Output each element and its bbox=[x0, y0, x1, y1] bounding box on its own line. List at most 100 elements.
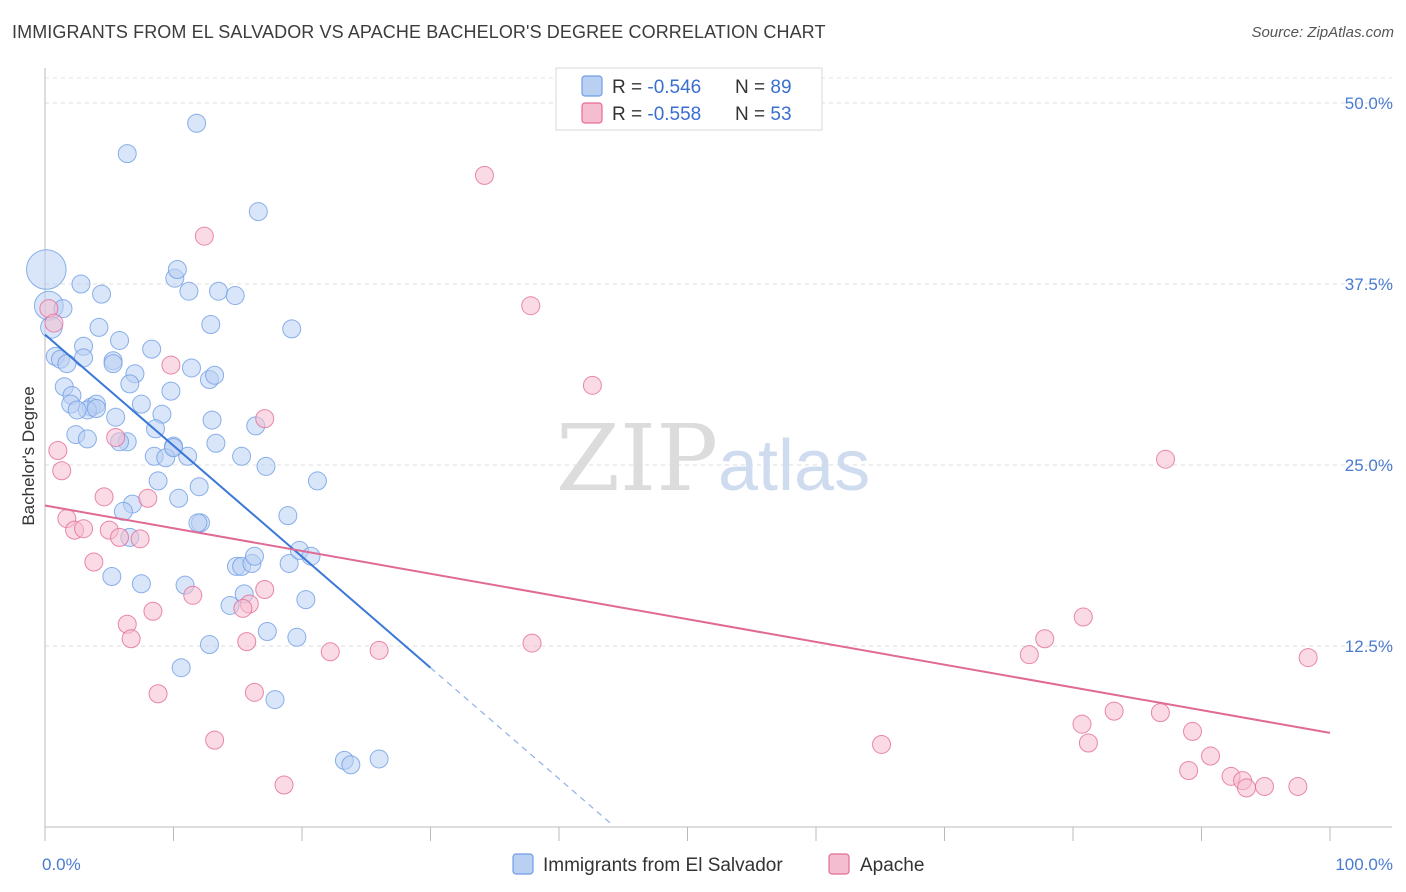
watermark-atlas: atlas bbox=[718, 426, 870, 506]
point-el-salvador-29 bbox=[161, 381, 181, 401]
stats-legend-swatch-pink bbox=[581, 102, 603, 124]
point-apache-7 bbox=[255, 409, 275, 429]
point-el-salvador-9 bbox=[89, 317, 109, 337]
point-apache-35 bbox=[1156, 449, 1176, 469]
point-apache-28 bbox=[320, 642, 340, 662]
point-el-salvador-60 bbox=[187, 113, 207, 133]
trendline-el-salvador-extension bbox=[430, 667, 611, 824]
point-el-salvador-8 bbox=[92, 284, 112, 304]
point-el-salvador-84 bbox=[341, 755, 361, 775]
point-apache-4 bbox=[521, 296, 541, 316]
y-tick-label-0: 12.5% bbox=[1345, 637, 1393, 656]
point-el-salvador-77 bbox=[296, 590, 316, 610]
series-el-salvador bbox=[25, 113, 389, 775]
y-tick-label-3: 50.0% bbox=[1345, 94, 1393, 113]
point-apache-43 bbox=[1150, 703, 1170, 723]
trendline-el-salvador bbox=[44, 333, 432, 669]
point-apache-51 bbox=[1288, 776, 1308, 796]
point-el-salvador-80 bbox=[257, 622, 277, 642]
point-el-salvador-54 bbox=[167, 259, 187, 279]
point-apache-26 bbox=[121, 629, 141, 649]
point-apache-36 bbox=[1073, 607, 1093, 627]
point-el-salvador-16 bbox=[120, 374, 140, 394]
point-el-salvador-0 bbox=[25, 249, 67, 290]
point-apache-18 bbox=[130, 529, 150, 549]
point-el-salvador-43 bbox=[188, 513, 208, 533]
point-el-salvador-76 bbox=[307, 471, 327, 491]
point-el-salvador-49 bbox=[232, 446, 252, 466]
point-el-salvador-78 bbox=[199, 635, 219, 655]
point-el-salvador-51 bbox=[256, 456, 276, 476]
point-el-salvador-85 bbox=[369, 749, 389, 769]
point-el-salvador-81 bbox=[287, 627, 307, 647]
svg-text:R = -0.558: R = -0.558 bbox=[612, 104, 701, 125]
point-apache-40 bbox=[1072, 714, 1092, 734]
trendline-apache bbox=[44, 504, 1331, 734]
point-el-salvador-12 bbox=[74, 348, 94, 368]
point-el-salvador-55 bbox=[208, 281, 228, 301]
legend-swatch-el-salvador bbox=[512, 853, 534, 875]
point-apache-50 bbox=[1254, 776, 1274, 796]
point-apache-10 bbox=[106, 427, 126, 447]
series-apache bbox=[39, 165, 1318, 798]
point-el-salvador-48 bbox=[206, 433, 226, 453]
y-axis-title: Bachelor's Degree bbox=[19, 386, 38, 525]
point-el-salvador-37 bbox=[148, 471, 168, 491]
point-el-salvador-63 bbox=[102, 566, 122, 586]
point-apache-8 bbox=[48, 441, 68, 460]
point-el-salvador-61 bbox=[117, 144, 137, 164]
point-apache-6 bbox=[161, 355, 181, 375]
point-apache-9 bbox=[52, 461, 72, 481]
point-el-salvador-28 bbox=[142, 339, 162, 359]
point-el-salvador-41 bbox=[189, 477, 209, 497]
point-el-salvador-52 bbox=[179, 281, 199, 301]
point-el-salvador-58 bbox=[282, 319, 302, 339]
point-apache-41 bbox=[1078, 733, 1098, 753]
point-apache-39 bbox=[1298, 648, 1318, 668]
point-apache-2 bbox=[474, 165, 494, 185]
point-el-salvador-38 bbox=[169, 488, 189, 508]
y-tick-label-2: 37.5% bbox=[1345, 275, 1393, 294]
svg-text:N = 53: N = 53 bbox=[735, 104, 792, 125]
point-apache-46 bbox=[1179, 761, 1199, 781]
point-apache-42 bbox=[1104, 701, 1124, 721]
point-el-salvador-30 bbox=[131, 394, 151, 414]
point-apache-49 bbox=[1236, 778, 1256, 798]
point-apache-20 bbox=[183, 585, 203, 605]
stats-r-value-2: -0.558 bbox=[647, 104, 701, 125]
point-el-salvador-79 bbox=[171, 658, 191, 678]
point-el-salvador-88 bbox=[86, 399, 106, 419]
stats-legend-swatch-blue bbox=[581, 75, 603, 97]
point-apache-52 bbox=[872, 734, 892, 754]
chart-source: Source: ZipAtlas.com bbox=[1251, 24, 1394, 41]
point-el-salvador-23 bbox=[106, 407, 126, 427]
x-tick-label-max: 100.0% bbox=[1335, 855, 1393, 874]
point-apache-29 bbox=[369, 640, 389, 660]
stats-n-value-1: 89 bbox=[770, 77, 791, 98]
point-apache-30 bbox=[522, 633, 542, 653]
point-el-salvador-82 bbox=[265, 690, 285, 710]
point-apache-15 bbox=[74, 519, 94, 539]
stats-n-label-1: N = bbox=[735, 77, 770, 98]
point-el-salvador-47 bbox=[202, 410, 222, 430]
stats-r-value-1: -0.546 bbox=[647, 77, 701, 98]
point-el-salvador-56 bbox=[225, 286, 245, 306]
point-el-salvador-57 bbox=[201, 315, 221, 335]
stats-n-label-2: N = bbox=[735, 104, 770, 125]
point-el-salvador-6 bbox=[57, 354, 77, 374]
axes bbox=[44, 68, 1392, 841]
bottom-legend: Immigrants from El Salvador Apache bbox=[512, 853, 924, 876]
point-apache-3 bbox=[194, 226, 214, 246]
chart-title: IMMIGRANTS FROM EL SALVADOR VS APACHE BA… bbox=[12, 22, 826, 42]
point-apache-44 bbox=[1183, 721, 1203, 741]
legend-swatch-apache bbox=[828, 853, 850, 875]
point-el-salvador-87 bbox=[67, 400, 87, 420]
point-el-salvador-72 bbox=[279, 553, 299, 573]
point-apache-5 bbox=[582, 375, 602, 395]
x-tick-label-min: 0.0% bbox=[42, 855, 81, 874]
point-apache-37 bbox=[1035, 629, 1055, 649]
point-el-salvador-25 bbox=[77, 429, 97, 449]
y-tick-label-1: 25.0% bbox=[1345, 456, 1393, 475]
y-tick-labels: 12.5% 25.0% 37.5% 50.0% bbox=[1345, 94, 1393, 656]
point-apache-27 bbox=[237, 632, 257, 652]
